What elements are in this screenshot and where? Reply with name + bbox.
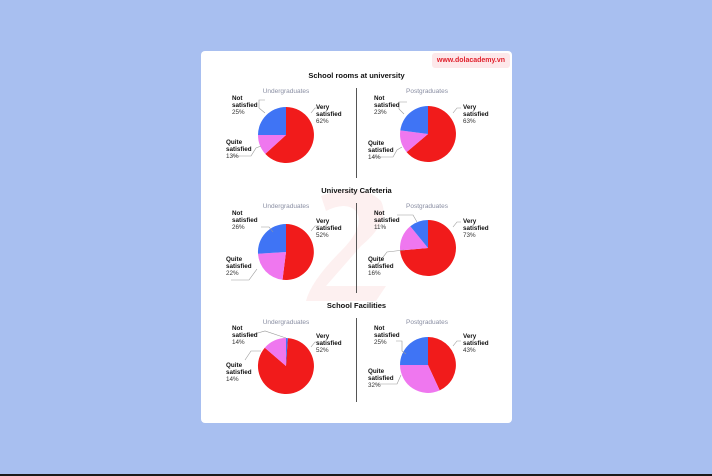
pie-chart — [231, 99, 320, 163]
bottom-edge — [0, 474, 712, 476]
pie-charts — [231, 99, 461, 395]
label-not-satisfied: Not satisfied 23% — [374, 95, 400, 116]
slice-quite-satisfied — [257, 135, 286, 154]
slice-not-satisfied — [258, 107, 286, 135]
pie-chart — [231, 223, 320, 281]
slice-very-satisfied — [265, 107, 314, 163]
label-not-satisfied: Not satisfied 14% — [232, 325, 258, 346]
label-not-satisfied: Not satisfied 11% — [374, 210, 400, 231]
pie-chart — [377, 337, 461, 393]
label-not-satisfied: Not satisfied 25% — [374, 325, 400, 346]
label-very-satisfied: Very satisfied 63% — [463, 104, 489, 125]
label-very-satisfied: Very satisfied 73% — [463, 218, 489, 239]
divider — [356, 203, 357, 293]
pie-chart — [373, 101, 461, 162]
divider — [356, 318, 357, 402]
chart-subtitle: Undergraduates — [262, 88, 310, 95]
label-very-satisfied: Very satisfied 52% — [316, 218, 342, 239]
chart-subtitle: Postgraduates — [406, 319, 448, 326]
section-title: University Cafeteria — [321, 186, 392, 195]
label-very-satisfied: Very satisfied 52% — [316, 333, 342, 354]
label-not-satisfied: Not satisfied 26% — [232, 210, 258, 231]
label-very-satisfied: Very satisfied 43% — [463, 333, 489, 354]
chart-subtitle: Postgraduates — [406, 88, 448, 95]
label-not-satisfied: Not satisfied 25% — [232, 95, 258, 116]
chart-subtitle: Postgraduates — [406, 203, 448, 210]
label-quite-satisfied: Quite satisfied 14% — [226, 362, 252, 383]
label-very-satisfied: Very satisfied 62% — [316, 104, 342, 125]
label-quite-satisfied: Quite satisfied 16% — [368, 256, 394, 277]
label-quite-satisfied: Quite satisfied 32% — [368, 368, 394, 389]
divider — [356, 88, 357, 178]
source-badge[interactable]: www.dolacademy.vn — [431, 53, 510, 68]
pie-chart — [376, 214, 461, 276]
chart-card: www.dolacademy.vn School rooms at univer… — [201, 51, 512, 423]
section-title: School rooms at university — [308, 71, 405, 80]
label-quite-satisfied: Quite satisfied 13% — [226, 139, 252, 160]
label-quite-satisfied: Quite satisfied 14% — [368, 140, 394, 161]
chart-subtitle: Undergraduates — [262, 319, 310, 326]
pie-chart — [244, 330, 320, 395]
chart-subtitle: Undergraduates — [262, 203, 310, 210]
section-title: School Facilities — [326, 301, 387, 310]
label-quite-satisfied: Quite satisfied 22% — [226, 256, 252, 277]
